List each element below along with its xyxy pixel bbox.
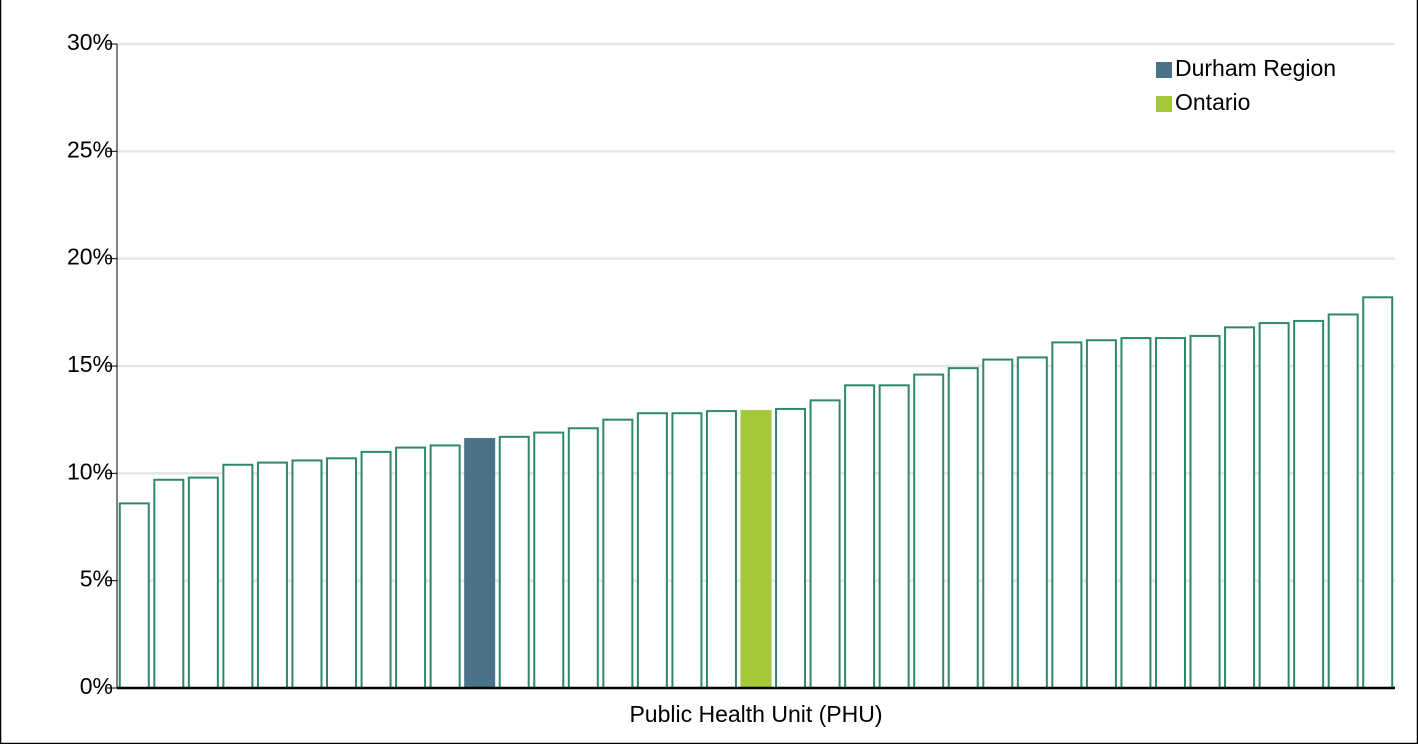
bar bbox=[1154, 337, 1186, 689]
bar bbox=[498, 435, 530, 689]
bar bbox=[602, 418, 634, 689]
bar bbox=[567, 427, 599, 689]
bar bbox=[360, 450, 392, 689]
bar bbox=[464, 437, 496, 689]
bar bbox=[118, 502, 150, 689]
bar bbox=[153, 478, 185, 690]
legend-swatch bbox=[1156, 96, 1172, 112]
bar bbox=[1327, 313, 1359, 689]
bar bbox=[878, 384, 910, 689]
bar bbox=[844, 384, 876, 689]
bar bbox=[222, 463, 254, 689]
bar bbox=[1293, 319, 1325, 689]
bar bbox=[1016, 356, 1048, 689]
y-tick-label: 0% bbox=[80, 673, 113, 699]
bar bbox=[740, 410, 772, 689]
y-tick-label: 5% bbox=[80, 566, 113, 592]
y-tick-label: 10% bbox=[67, 458, 113, 484]
y-tick-label: 30% bbox=[67, 29, 113, 55]
legend-swatch bbox=[1156, 62, 1172, 78]
bar bbox=[1224, 326, 1256, 689]
bar bbox=[533, 431, 565, 689]
bar bbox=[671, 412, 703, 689]
bar bbox=[705, 410, 737, 689]
bar bbox=[1189, 334, 1221, 689]
y-tick-label: 25% bbox=[67, 136, 113, 162]
bar bbox=[913, 373, 945, 689]
bar bbox=[326, 457, 358, 689]
y-tick-label: 20% bbox=[67, 244, 113, 270]
bar bbox=[809, 399, 841, 689]
bar bbox=[1120, 337, 1152, 689]
bar bbox=[395, 446, 427, 689]
legend-label: Durham Region bbox=[1175, 55, 1336, 81]
bar bbox=[1051, 341, 1083, 689]
bar bbox=[775, 407, 807, 689]
bar bbox=[187, 476, 219, 690]
legend-label: Ontario bbox=[1175, 89, 1250, 115]
bar bbox=[1362, 296, 1394, 689]
bar bbox=[947, 367, 979, 689]
bar bbox=[291, 459, 323, 689]
bar bbox=[256, 461, 288, 689]
y-tick-label: 15% bbox=[67, 351, 113, 377]
bar bbox=[982, 358, 1014, 689]
bar bbox=[1258, 322, 1290, 689]
x-axis-title: Public Health Unit (PHU) bbox=[629, 701, 882, 727]
bar bbox=[636, 412, 668, 689]
bar bbox=[429, 444, 461, 689]
bar bbox=[1085, 339, 1117, 689]
